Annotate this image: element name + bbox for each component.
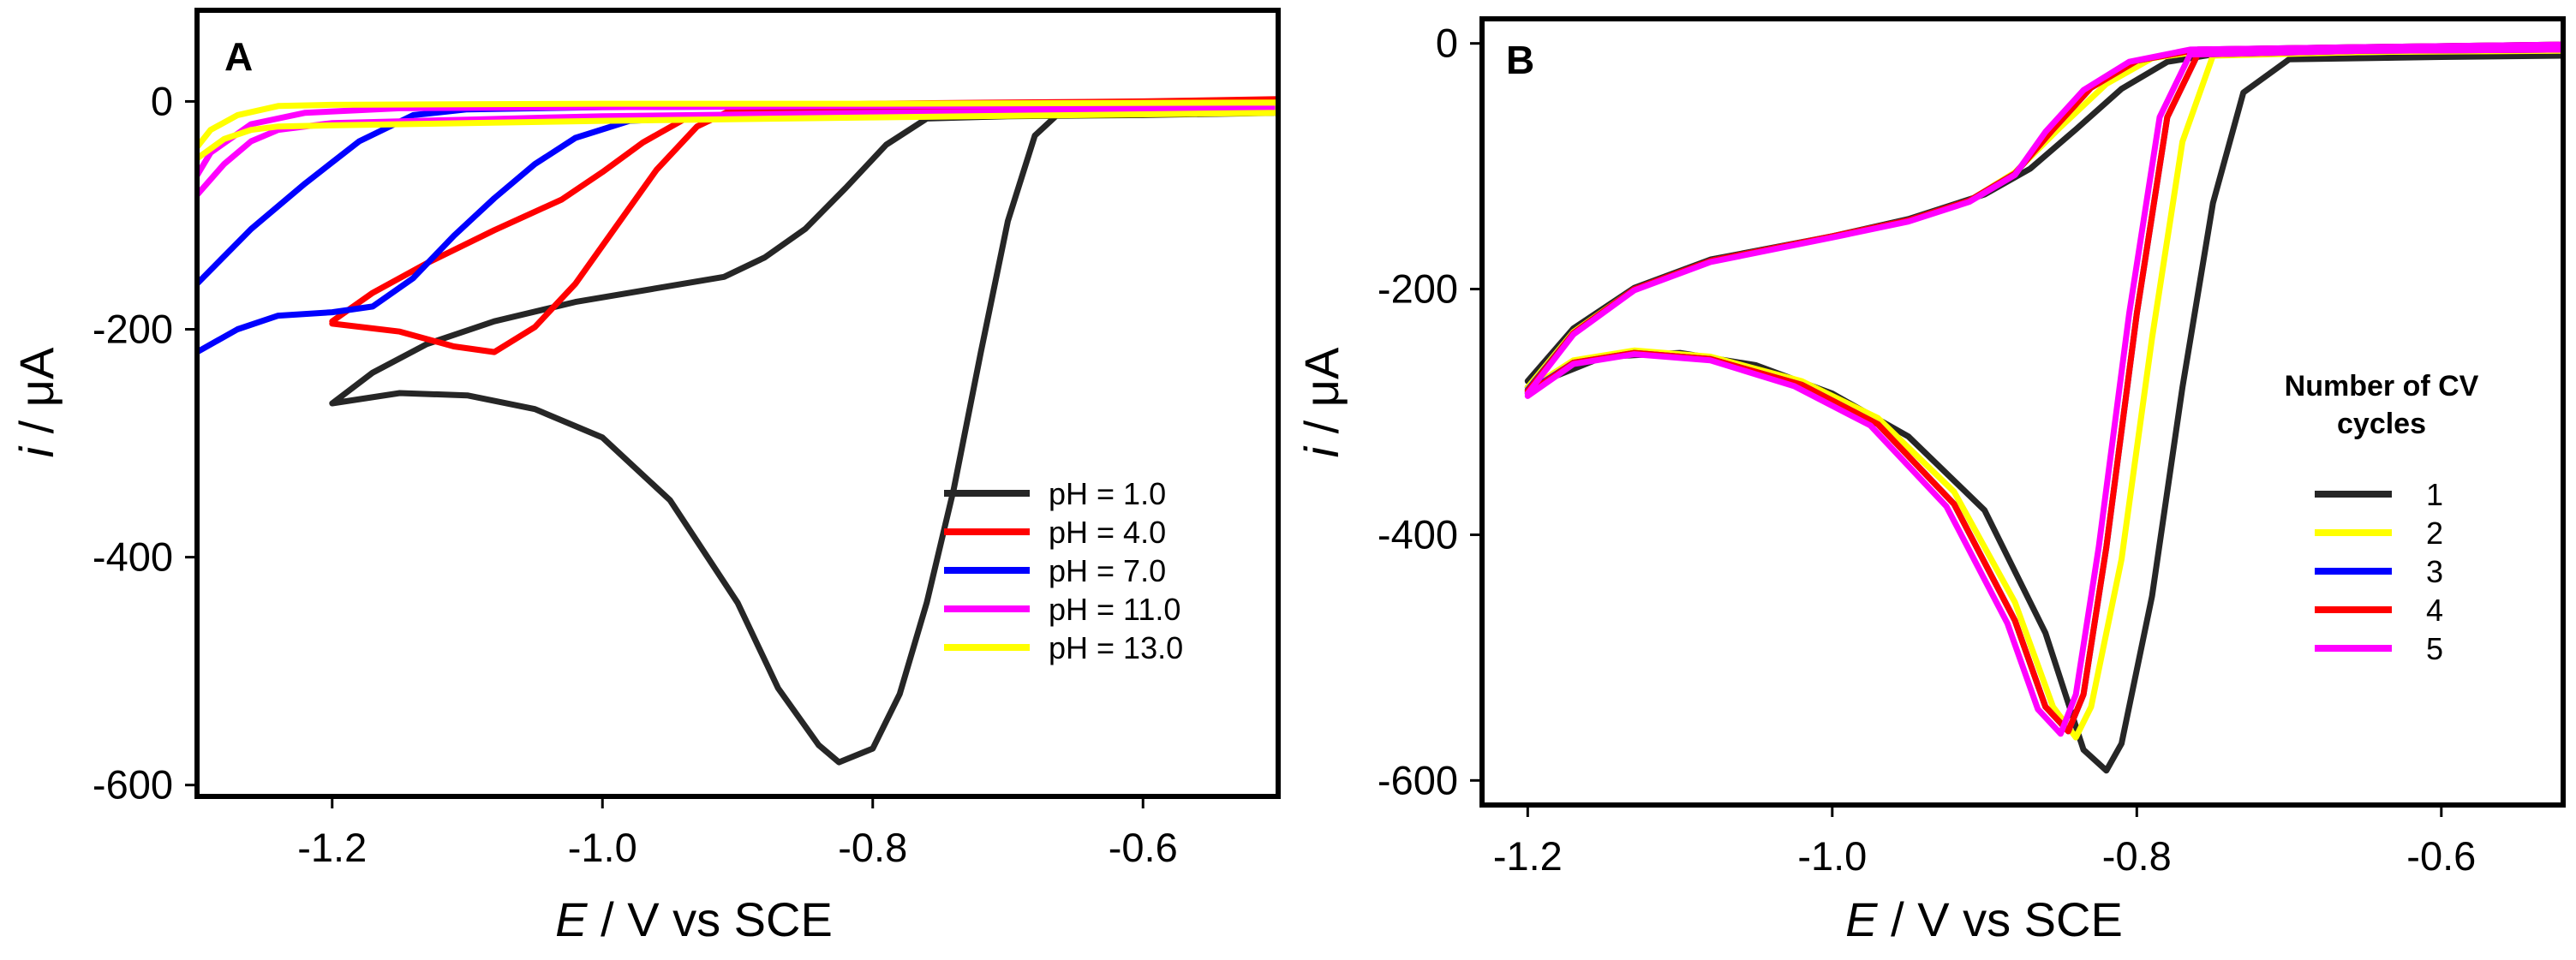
panel-b-legend: Number of CV cycles 1 23 45: [2285, 370, 2479, 666]
panel-b-legend-label-4: 4: [2426, 593, 2443, 628]
panel-a-plot-frame: [194, 8, 1281, 799]
panel-a-legend-label-1: pH = 1.0: [1049, 476, 1166, 511]
panel-b-y-tick-label: -600: [1378, 757, 1458, 802]
panel-a-series-4-curve: [197, 103, 1278, 198]
panel-b-legend-label-5: 5: [2426, 631, 2443, 666]
panel-b-x-axis-title: E / V vs SCE: [1845, 892, 2123, 946]
panel-a-series-3-curve: [197, 101, 1278, 355]
panel-a-y-tick-label: 0: [151, 78, 173, 123]
panel-b-x-tick-label: -0.8: [2102, 833, 2172, 879]
panel-a-chart: -1.2 -1.0 -0.8 -0.6 0 -200 -400 -600 A E / V vs S…: [9, 8, 1281, 946]
panel-a-legend-label-4: pH = 11.0: [1049, 592, 1180, 627]
panel-a-y-tick-label: -400: [93, 534, 173, 580]
panel-b-x-tick-label: -1.2: [1493, 833, 1563, 879]
panel-b-series-5-curve: [1524, 41, 2563, 737]
panel-b-y-tick-label: 0: [1436, 21, 1458, 66]
panel-b-legend-label-3: 3: [2426, 554, 2443, 589]
panel-b-plot-frame: [1479, 16, 2566, 808]
panel-a-legend-label-5: pH = 13.0: [1049, 630, 1183, 665]
panel-a-x-tick-label: -0.8: [838, 825, 907, 870]
panel-a-legend-label-2: pH = 4.0: [1049, 515, 1166, 550]
panel-a-legend: pH = 1.0 pH = 4.0pH = 7.0 pH = 11.0pH = 13…: [944, 476, 1183, 665]
panel-a-label: A: [224, 34, 253, 79]
panel-b-x-tick-label: -1.0: [1797, 833, 1867, 879]
panel-a-legend-label-3: pH = 7.0: [1049, 553, 1166, 588]
panel-b-curves: [1524, 41, 2563, 774]
panel-a-series-5-curve: [197, 99, 1278, 162]
panel-b-legend-label-1: 1: [2426, 477, 2443, 512]
panel-b-chart: -1.2 -1.0 -0.8 -0.6 0 -200 -400 -600 B E / V vs S…: [1294, 16, 2566, 946]
panel-a-x-tick-label: -0.6: [1109, 825, 1178, 870]
panel-a-x-tick-label: -1.2: [297, 825, 367, 870]
panel-a-y-tick-label: -600: [93, 762, 173, 808]
panel-b-label: B: [1506, 38, 1534, 82]
panel-a-x-tick-label: -1.0: [568, 825, 637, 870]
panel-b-x-tick-label: -0.6: [2406, 833, 2476, 879]
panel-a-x-axis-title: E / V vs SCE: [555, 892, 833, 946]
panel-b-y-axis-title: i / μA: [1294, 347, 1348, 457]
panel-b-y-tick-label: -400: [1378, 511, 1458, 557]
panel-a-y-tick-label: -200: [93, 307, 173, 352]
panel-b-legend-title: Number of CV cycles: [2285, 370, 2479, 440]
panel-a-curves: [197, 96, 1278, 766]
panel-b-legend-label-2: 2: [2426, 516, 2443, 551]
panel-b-y-tick-label: -200: [1378, 266, 1458, 312]
panel-a-series-2-curve: [329, 96, 1278, 355]
panel-a-y-axis-title: i / μA: [9, 347, 63, 457]
